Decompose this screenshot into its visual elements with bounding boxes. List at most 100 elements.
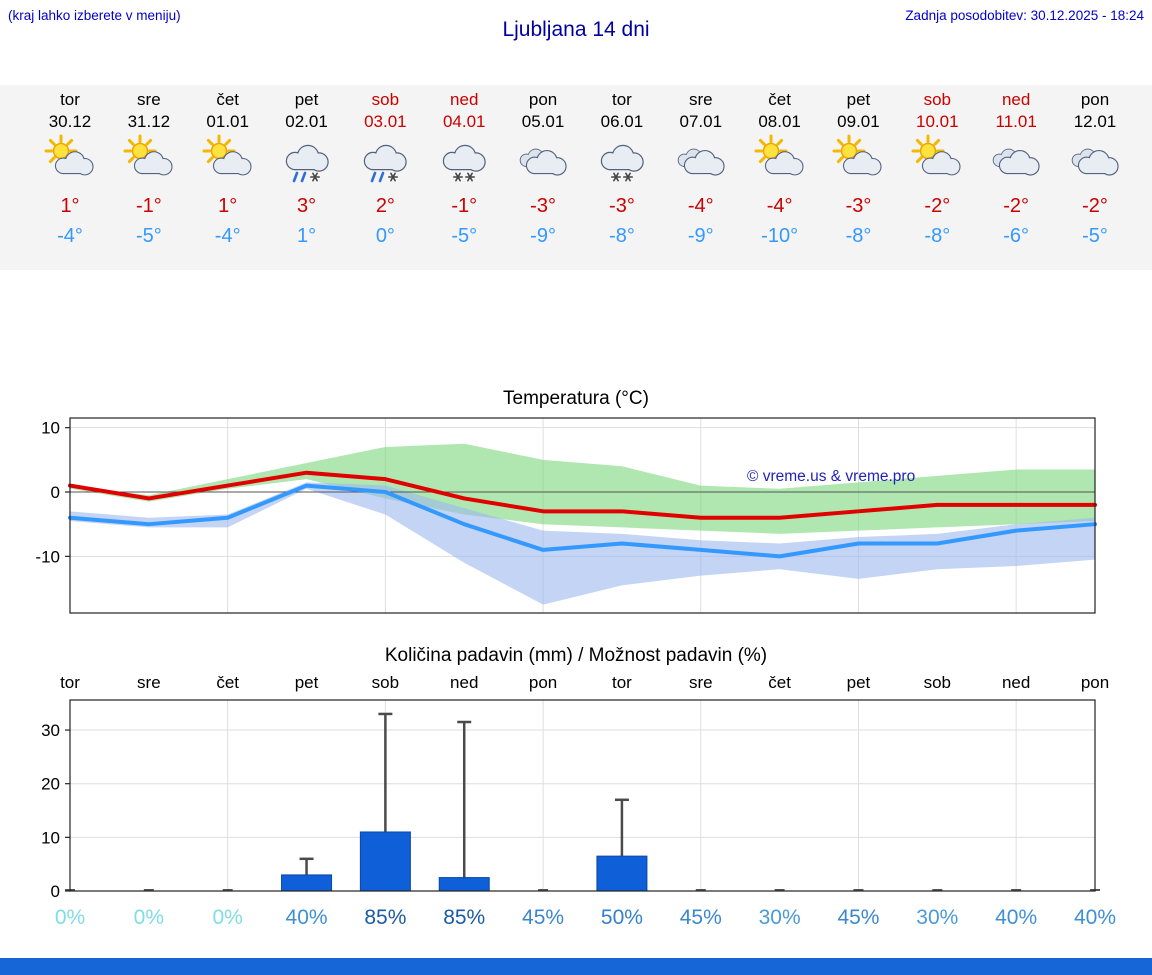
low-temp: -5°	[451, 225, 478, 247]
rain-snow-cloud-icon	[275, 133, 339, 183]
day-label: ned	[1002, 673, 1030, 692]
precip-percent-label: 50%	[601, 906, 643, 929]
precip-percent-label: 85%	[443, 906, 485, 929]
forecast-day-column[interactable]: sre 07.01 -4° -9°	[661, 85, 740, 270]
high-temp: -4°	[687, 195, 714, 217]
day-name: sre	[137, 90, 161, 109]
day-name: čet	[216, 90, 240, 109]
forecast-day-column[interactable]: pon 12.01 -2° -5°	[1056, 85, 1135, 270]
forecast-strip: tor 30.12 1° -4° sre 31.12 -1° -5° čet 01.01 1° -4°…	[0, 85, 1152, 270]
precip-percent-label: 0%	[55, 906, 85, 929]
svg-text:0: 0	[51, 882, 60, 901]
forecast-day-column[interactable]: sob 03.01 2° 0°	[346, 85, 425, 270]
cloud-icon	[984, 133, 1048, 183]
svg-text:10: 10	[41, 419, 60, 438]
day-date: 05.01	[521, 112, 565, 131]
day-name: tor	[612, 90, 632, 109]
precip-bar	[596, 855, 648, 892]
high-temp: 1°	[218, 195, 238, 217]
precipitation-chart: tor sre čet pet sob ned pon tor sre čet pet sob ned p…	[41, 673, 1116, 929]
sun-cloud-icon	[38, 133, 102, 183]
high-temp: -1°	[135, 195, 162, 217]
low-temp: 1°	[296, 225, 317, 247]
day-date: 04.01	[442, 112, 486, 131]
precip-percent-label: 30%	[916, 906, 958, 929]
day-name: sob	[371, 90, 400, 109]
day-label: pon	[529, 673, 557, 692]
high-temp: -3°	[530, 195, 556, 217]
precip-bar	[359, 831, 411, 892]
day-date: 12.01	[1073, 112, 1117, 131]
precip-percent-label: 45%	[680, 906, 722, 929]
forecast-day-column[interactable]: tor 06.01 -3° -8°	[582, 85, 661, 270]
precip-percent-label: 40%	[286, 906, 328, 929]
low-temp: -4°	[214, 225, 241, 247]
day-name: pon	[528, 90, 558, 109]
day-date: 07.01	[679, 112, 723, 131]
low-temp: -8°	[845, 225, 872, 247]
bottom-bar	[0, 958, 1152, 975]
day-date: 06.01	[600, 112, 644, 131]
high-temp: -2°	[1082, 195, 1108, 217]
high-temp: -4°	[766, 195, 793, 217]
high-temp: -1°	[451, 195, 478, 217]
precip-bar	[281, 874, 333, 892]
low-temp: -5°	[1082, 225, 1108, 247]
high-temp: -2°	[924, 195, 951, 217]
day-date: 03.01	[364, 112, 407, 131]
sun-cloud-icon	[117, 133, 181, 183]
day-label: sre	[689, 673, 713, 692]
low-temp: -8°	[609, 225, 635, 247]
temperature-chart-title: Temperatura (°C)	[503, 388, 649, 409]
high-temp: 2°	[375, 195, 395, 217]
low-temp: -10°	[761, 225, 799, 247]
day-name: čet	[768, 90, 791, 109]
forecast-day-column[interactable]: sob 10.01 -2° -8°	[898, 85, 977, 270]
precip-percent-label: 30%	[759, 906, 801, 929]
cloud-icon	[1063, 133, 1127, 183]
day-label: tor	[60, 673, 80, 692]
forecast-day-column[interactable]: čet 01.01 1° -4°	[188, 85, 267, 270]
last-updated-label: Zadnja posodobitev: 30.12.2025 - 18:24	[905, 8, 1144, 23]
cloud-icon	[511, 133, 575, 183]
watermark-text: © vreme.us & vreme.pro	[747, 468, 915, 485]
day-label: sob	[924, 673, 951, 692]
day-name: ned	[1001, 90, 1031, 109]
sun-cloud-icon	[905, 133, 969, 183]
low-temp: -9°	[687, 225, 714, 247]
low-temp: -6°	[1003, 225, 1030, 247]
day-name: tor	[60, 90, 80, 109]
day-label: pet	[295, 673, 319, 692]
svg-text:-10: -10	[35, 547, 60, 566]
forecast-day-column[interactable]: ned 04.01 -1° -5°	[425, 85, 504, 270]
day-label: čet	[216, 673, 239, 692]
forecast-day-column[interactable]: tor 30.12 1° -4°	[31, 85, 110, 270]
forecast-day-column[interactable]: sre 31.12 -1° -5°	[109, 85, 188, 270]
precip-percent-label: 45%	[837, 906, 879, 929]
forecast-day-column[interactable]: čet 08.01 -4° -10°	[740, 85, 819, 270]
low-temp: -9°	[530, 225, 556, 247]
forecast-day-column[interactable]: pet 09.01 -3° -8°	[819, 85, 898, 270]
high-temp: 1°	[60, 195, 80, 217]
day-label: pon	[1081, 673, 1109, 692]
temperature-chart: 10 0 -10 © vreme.us & vreme.pro	[35, 417, 1097, 614]
svg-text:20: 20	[41, 775, 60, 794]
day-name: pet	[294, 90, 319, 109]
day-label: sre	[137, 673, 161, 692]
sun-cloud-icon	[196, 133, 260, 183]
svg-text:10: 10	[41, 828, 60, 847]
precip-percent-label: 40%	[995, 906, 1037, 929]
day-name: sob	[923, 90, 951, 109]
forecast-day-column[interactable]: pon 05.01 -3° -9°	[504, 85, 583, 270]
day-date: 30.12	[48, 112, 92, 131]
snow-cloud-icon	[432, 133, 496, 183]
sun-cloud-icon	[826, 133, 890, 183]
day-date: 10.01	[916, 112, 959, 131]
day-date: 31.12	[127, 112, 171, 131]
precip-percent-label: 0%	[213, 906, 243, 929]
svg-text:0: 0	[51, 483, 60, 502]
sun-cloud-icon	[748, 133, 812, 183]
day-label: čet	[768, 673, 791, 692]
forecast-day-column[interactable]: ned 11.01 -2° -6°	[977, 85, 1056, 270]
forecast-day-column[interactable]: pet 02.01 3° 1°	[267, 85, 346, 270]
